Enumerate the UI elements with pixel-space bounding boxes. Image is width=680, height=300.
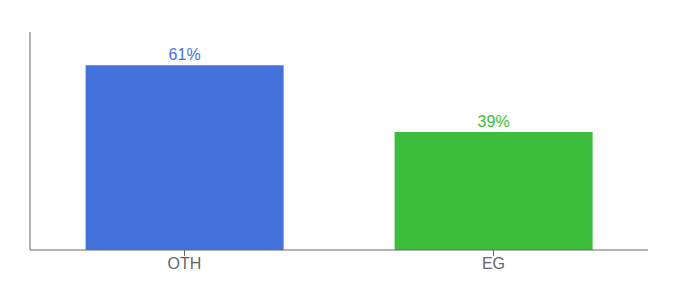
svg-text:EG: EG [482,255,505,272]
svg-text:39%: 39% [478,113,510,130]
svg-text:61%: 61% [169,46,201,63]
svg-text:OTH: OTH [168,255,202,272]
